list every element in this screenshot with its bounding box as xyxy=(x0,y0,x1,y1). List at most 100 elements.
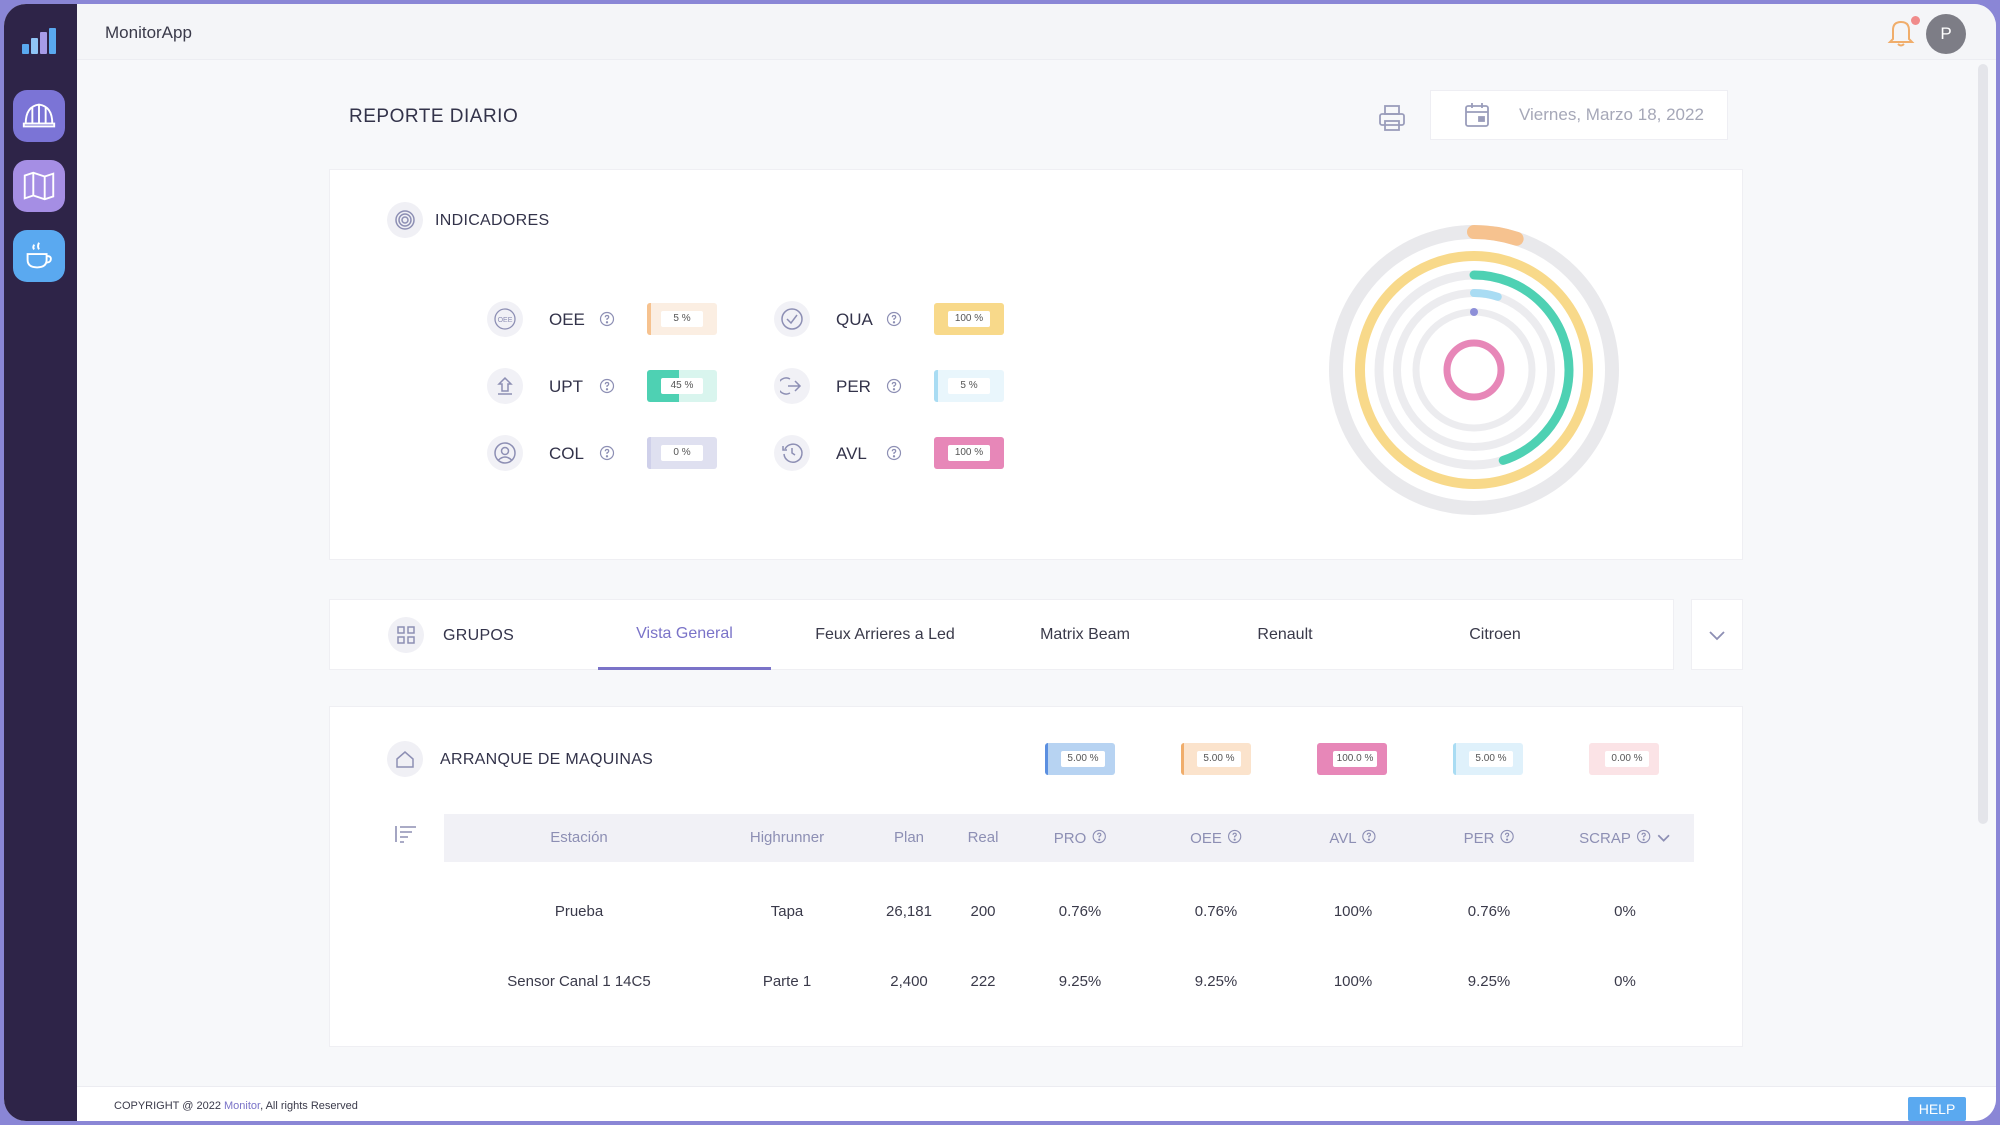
helmet-icon xyxy=(22,103,56,128)
indicator-label: COL xyxy=(549,444,584,463)
table-cell: 0.76% xyxy=(1194,903,1238,920)
indicator-value: 0 % xyxy=(661,445,703,461)
app-title: MonitorApp xyxy=(105,23,192,42)
indicator-label: UPT xyxy=(549,377,583,396)
tab-renault[interactable]: Renault xyxy=(1257,626,1313,643)
table-cell: Tapa xyxy=(770,903,804,920)
scrollbar[interactable] xyxy=(1978,64,1988,824)
table-cell: 9.25% xyxy=(1194,973,1238,990)
help-icon[interactable] xyxy=(886,311,902,327)
groups-card: GRUPOS Vista General Feux Arrieres a Led… xyxy=(329,599,1674,670)
table-cell: 9.25% xyxy=(1467,973,1511,990)
table-cell: Parte 1 xyxy=(762,973,812,990)
indicator-value: 5 % xyxy=(661,311,703,327)
check-circle-icon xyxy=(774,301,810,337)
table-cell: 222 xyxy=(970,973,996,990)
indicator-value-bar: 100 % xyxy=(934,303,1004,335)
help-icon[interactable] xyxy=(1227,829,1242,848)
sidebar-item-coffee[interactable] xyxy=(13,230,65,282)
indicator-label: AVL xyxy=(836,444,867,463)
arrow-right-circle-icon xyxy=(774,368,810,404)
column-header-label: SCRAP xyxy=(1579,830,1631,847)
tab-vista-general[interactable]: Vista General xyxy=(598,600,771,670)
indicator-value-bar: 100 % xyxy=(934,437,1004,469)
footer: COPYRIGHT @ 2022 Monitor, All rights Res… xyxy=(77,1086,1996,1121)
user-circle-icon xyxy=(487,435,523,471)
sidebar xyxy=(4,4,77,1121)
table-cell: 0.76% xyxy=(1058,903,1102,920)
column-header[interactable]: Estación xyxy=(550,829,608,846)
help-icon[interactable] xyxy=(599,311,615,327)
column-header[interactable]: PRO xyxy=(1054,829,1107,848)
chevron-down-icon[interactable] xyxy=(1656,831,1671,846)
column-header[interactable]: AVL xyxy=(1329,829,1376,848)
copyright-suffix: , All rights Reserved xyxy=(260,1100,358,1112)
home-icon xyxy=(396,751,414,768)
indicator-label: QUA xyxy=(836,310,873,329)
groups-dropdown-button[interactable] xyxy=(1691,599,1743,670)
indicator-qua: QUA 100 % xyxy=(774,301,1014,337)
column-header[interactable]: Highrunner xyxy=(750,829,824,846)
help-icon[interactable] xyxy=(886,378,902,394)
table-cell: Prueba xyxy=(554,903,604,920)
indicator-value: 100 % xyxy=(948,311,990,327)
brand-link[interactable]: Monitor xyxy=(224,1100,261,1112)
top-bar: MonitorApp P xyxy=(77,4,1996,60)
column-header-label: PER xyxy=(1463,830,1495,847)
machines-title: ARRANQUE DE MAQUINAS xyxy=(440,751,654,768)
bell-icon[interactable] xyxy=(1886,16,1916,48)
sort-icon[interactable] xyxy=(394,824,418,844)
column-header-label: Highrunner xyxy=(749,829,825,846)
tab-matrix-beam[interactable]: Matrix Beam xyxy=(1040,626,1130,643)
map-icon xyxy=(23,171,55,201)
indicator-value-bar: 5 % xyxy=(647,303,717,335)
kpi-summary-pill: 100.0 % xyxy=(1317,743,1387,775)
tab-feux-arrieres[interactable]: Feux Arrieres a Led xyxy=(815,626,955,643)
table-cell: 26,181 xyxy=(886,903,932,920)
table-cell: 0% xyxy=(1614,973,1636,990)
table-cell: Sensor Canal 1 14C5 xyxy=(507,973,651,990)
indicator-value-bar: 0 % xyxy=(647,437,717,469)
kpi-summary-value: 5.00 % xyxy=(1061,751,1105,767)
table-cell: 0% xyxy=(1614,903,1636,920)
indicator-value: 100 % xyxy=(948,445,990,461)
indicator-value-bar: 45 % xyxy=(647,370,717,402)
machines-section-icon xyxy=(387,741,423,777)
sidebar-item-helmet[interactable] xyxy=(13,90,65,142)
kpi-summary-pill: 5.00 % xyxy=(1453,743,1523,775)
date-picker[interactable]: Viernes, Marzo 18, 2022 xyxy=(1430,90,1728,140)
help-icon[interactable] xyxy=(1362,829,1377,848)
user-avatar[interactable]: P xyxy=(1926,14,1966,54)
help-icon[interactable] xyxy=(599,378,615,394)
help-icon[interactable] xyxy=(1636,829,1651,848)
ring-dot xyxy=(1470,308,1478,316)
column-header[interactable]: Real xyxy=(968,829,999,846)
column-header-label: Real xyxy=(967,829,999,846)
indicators-ring-chart xyxy=(1329,225,1619,515)
calendar-icon xyxy=(1465,103,1489,127)
table-cell: 100% xyxy=(1333,903,1373,920)
help-icon[interactable] xyxy=(1499,829,1514,848)
column-header-label: Estación xyxy=(550,829,608,846)
column-header[interactable]: SCRAP xyxy=(1579,829,1671,848)
column-header[interactable]: OEE xyxy=(1190,829,1242,848)
target-icon xyxy=(395,210,415,230)
app-window: MonitorApp P REPORTE DIARIO Viernes, Mar… xyxy=(4,4,1996,1121)
help-button[interactable]: HELP xyxy=(1908,1097,1966,1121)
column-header[interactable]: Plan xyxy=(894,829,924,846)
help-icon[interactable] xyxy=(886,445,902,461)
indicator-label: OEE xyxy=(549,310,585,329)
indicator-per: PER 5 % xyxy=(774,368,1014,404)
indicator-col: COL 0 % xyxy=(487,435,727,471)
column-header[interactable]: PER xyxy=(1464,829,1515,848)
kpi-summary-pill: 0.00 % xyxy=(1589,743,1659,775)
help-icon[interactable] xyxy=(599,445,615,461)
print-icon[interactable] xyxy=(1376,102,1408,134)
table-cell: 0.76% xyxy=(1467,903,1511,920)
table-header: Estación Highrunner Plan Real PRO OEE AVL PER SC… xyxy=(444,814,1694,862)
column-header-label: PRO xyxy=(1053,830,1087,847)
help-icon[interactable] xyxy=(1091,829,1106,848)
oee-icon: OEE xyxy=(487,301,523,337)
sidebar-item-map[interactable] xyxy=(13,160,65,212)
tab-citroen[interactable]: Citroen xyxy=(1469,626,1521,643)
